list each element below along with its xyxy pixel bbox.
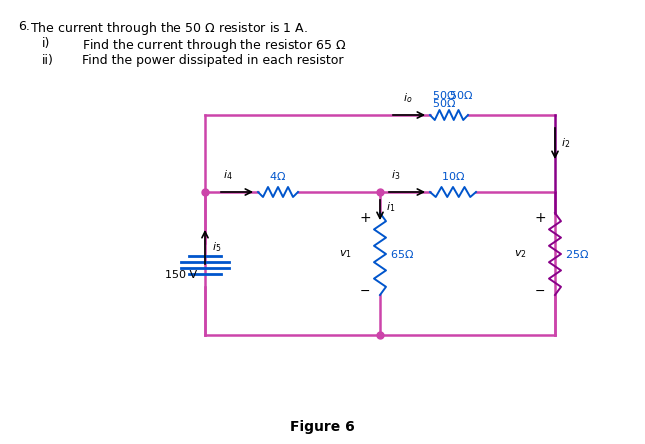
Point — [200, 188, 210, 195]
Text: $-$: $-$ — [359, 284, 371, 297]
Text: i): i) — [42, 37, 50, 50]
Text: $i_o$: $i_o$ — [403, 91, 413, 105]
Point — [375, 188, 385, 195]
Text: 25$\Omega$: 25$\Omega$ — [565, 248, 589, 260]
Text: $v_2$: $v_2$ — [514, 248, 527, 260]
Text: 50$\Omega$: 50$\Omega$ — [432, 97, 456, 109]
Text: 10$\Omega$: 10$\Omega$ — [441, 170, 465, 182]
Point — [375, 332, 385, 339]
Text: $i_1$: $i_1$ — [386, 201, 395, 214]
Text: The current through the 50 $\Omega$ resistor is 1 A.: The current through the 50 $\Omega$ resi… — [30, 20, 308, 37]
Text: ii): ii) — [42, 54, 54, 67]
Text: 65$\Omega$: 65$\Omega$ — [390, 248, 414, 260]
Text: Find the power dissipated in each resistor: Find the power dissipated in each resist… — [82, 54, 344, 67]
Text: $-$: $-$ — [535, 284, 546, 297]
Text: 50$\Omega$: 50$\Omega$ — [432, 89, 456, 101]
Text: $i_5$: $i_5$ — [212, 240, 221, 254]
Text: +: + — [534, 211, 546, 225]
Text: Find the current through the resistor 65 $\Omega$: Find the current through the resistor 65… — [82, 37, 346, 54]
Text: Figure 6: Figure 6 — [290, 420, 354, 434]
Text: 50$\Omega$: 50$\Omega$ — [449, 89, 473, 101]
Text: 4$\Omega$: 4$\Omega$ — [270, 170, 286, 182]
Text: $v_1$: $v_1$ — [339, 248, 352, 260]
Text: $i_4$: $i_4$ — [223, 168, 233, 182]
Text: 150 V: 150 V — [165, 270, 197, 280]
Text: $i_2$: $i_2$ — [561, 137, 570, 151]
Text: 6.: 6. — [18, 20, 30, 33]
Text: $i_3$: $i_3$ — [392, 168, 401, 182]
Text: +: + — [359, 211, 371, 225]
